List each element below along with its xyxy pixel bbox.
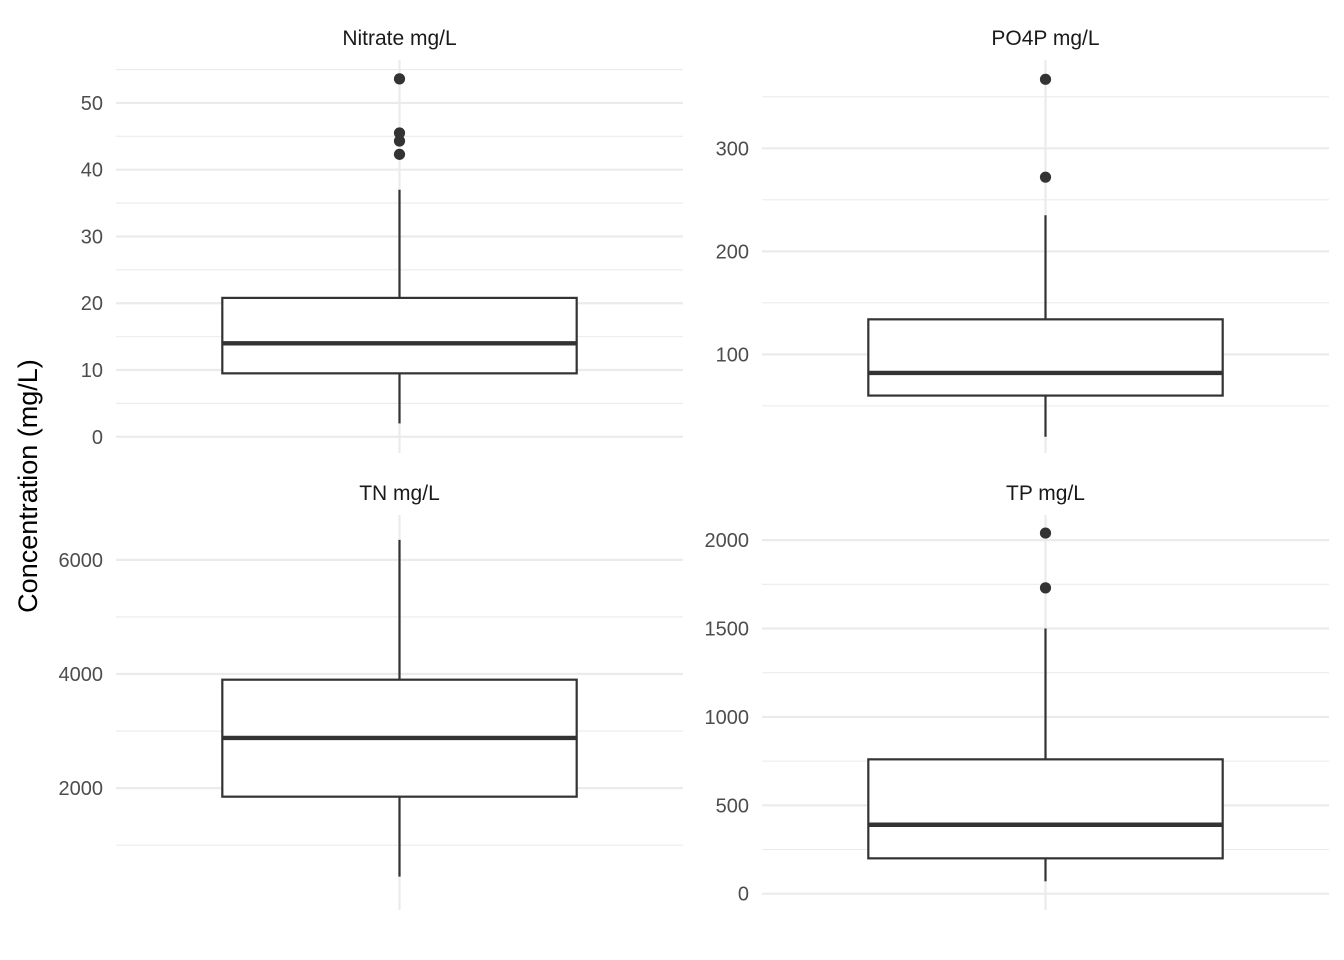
iqr-box xyxy=(867,758,1224,860)
facet-title: TN mg/L xyxy=(359,482,440,505)
y-tick-label: 1000 xyxy=(705,707,750,729)
y-axis-title: Concentration (mg/L) xyxy=(13,359,43,613)
y-tick-label: 50 xyxy=(81,93,103,115)
outlier-point xyxy=(393,127,406,139)
iqr-box xyxy=(867,318,1224,397)
panel-0: 0 10 20 30 40 50 Nitrate mg/L xyxy=(81,27,683,453)
y-tick-label: 6000 xyxy=(59,550,104,572)
y-tick-label: 40 xyxy=(81,160,103,182)
y-tick-label: 2000 xyxy=(59,778,104,800)
y-tick-label: 1500 xyxy=(705,619,750,641)
y-tick-label: 10 xyxy=(81,360,103,382)
y-tick-label: 500 xyxy=(716,795,749,817)
facet-title: TP mg/L xyxy=(1006,482,1085,505)
outlier-point xyxy=(1039,582,1052,594)
panel-3: 0 500 1000 1500 2000 TP mg/L xyxy=(705,482,1329,910)
y-tick-label: 30 xyxy=(81,226,103,248)
outlier-point xyxy=(393,73,406,85)
y-tick-label: 100 xyxy=(716,344,749,366)
panel-2: 2000 4000 6000 TN mg/L xyxy=(59,482,683,910)
outlier-point xyxy=(393,135,406,147)
outlier-point xyxy=(393,148,406,160)
outlier-point xyxy=(1039,527,1052,539)
iqr-box xyxy=(221,296,578,375)
outlier-point xyxy=(1039,73,1052,85)
y-tick-label: 200 xyxy=(716,241,749,263)
facet-title: PO4P mg/L xyxy=(991,27,1099,50)
y-tick-label: 0 xyxy=(92,427,103,449)
y-tick-label: 2000 xyxy=(705,530,750,552)
outlier-point xyxy=(1039,171,1052,183)
y-tick-label: 300 xyxy=(716,138,749,160)
y-tick-label: 0 xyxy=(738,884,749,906)
y-tick-label: 4000 xyxy=(59,664,104,686)
facet-title: Nitrate mg/L xyxy=(342,27,456,50)
y-tick-label: 20 xyxy=(81,293,103,315)
panel-1: 100 200 300 PO4P mg/L xyxy=(716,27,1329,453)
